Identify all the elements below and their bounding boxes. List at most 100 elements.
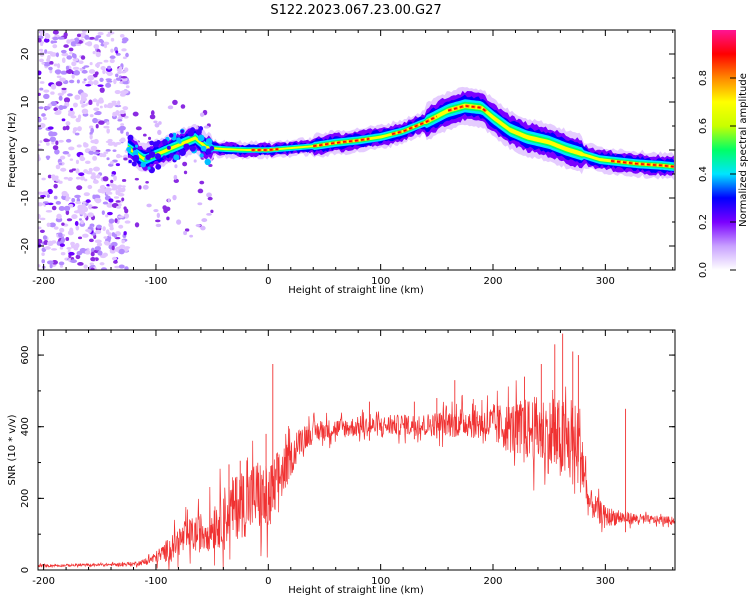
noise-speck [41, 259, 46, 264]
scatter-blob [201, 218, 208, 223]
noise-speck [107, 211, 113, 216]
noise-speck [55, 164, 61, 170]
noise-speck [65, 121, 71, 126]
noise-speck [51, 141, 55, 145]
scatter-blob [153, 209, 159, 213]
ridge-peak-segment [391, 115, 438, 135]
noise-speck [83, 65, 90, 68]
noise-speck [47, 126, 54, 130]
scatter-blob [197, 202, 203, 206]
noise-speck [43, 239, 49, 246]
chart-title: S122.2023.067.23.00.G27 [270, 3, 441, 18]
noise-speck [107, 138, 113, 142]
noise-speck [58, 180, 63, 184]
noise-speck [44, 246, 51, 250]
noise-speck [117, 116, 123, 120]
noise-speck [115, 50, 119, 54]
scatter-blob [155, 223, 162, 228]
noise-speck [74, 194, 81, 199]
noise-speck [82, 201, 87, 204]
noise-speck [50, 40, 55, 44]
snr-y-axis-label: SNR (10 * v/v) [7, 414, 18, 485]
noise-speck [97, 84, 104, 87]
noise-speck [52, 36, 59, 41]
noise-speck [81, 30, 87, 34]
ridge-blob [131, 161, 137, 167]
noise-speck [92, 194, 96, 200]
noise-speck [117, 215, 124, 219]
noise-speck [61, 190, 68, 197]
noise-speckle-layer [38, 30, 214, 270]
noise-speck [93, 79, 99, 86]
noise-speck [113, 196, 120, 199]
noise-speck [68, 169, 74, 173]
snr-y-tick-label: 400 [20, 417, 31, 436]
noise-speck [90, 257, 96, 262]
noise-speck [75, 176, 81, 180]
noise-speck [99, 152, 104, 158]
noise-speck [120, 137, 126, 142]
noise-speck [115, 163, 121, 167]
noise-speck [39, 30, 44, 36]
noise-speck [104, 187, 112, 193]
noise-speck [88, 167, 93, 172]
noise-speck [51, 248, 58, 251]
noise-speck [113, 175, 117, 181]
noise-speck [78, 60, 84, 65]
scatter-blob [146, 203, 152, 208]
ridge-blob [156, 140, 161, 145]
noise-speck [106, 33, 111, 37]
noise-speck [99, 262, 105, 266]
noise-speck [77, 204, 84, 210]
noise-speck [92, 117, 98, 124]
noise-speck [125, 85, 130, 89]
spectrogram-x-tick-label: 0 [265, 276, 271, 287]
noise-speck [116, 155, 123, 158]
snr-x-tick-label: 300 [596, 576, 615, 587]
noise-speck [69, 158, 74, 161]
noise-speck [48, 131, 55, 137]
noise-speck [61, 222, 65, 226]
scatter-blob [132, 111, 139, 117]
noise-speck [113, 233, 117, 238]
spectrogram-y-tick-label: 0 [20, 147, 31, 153]
noise-speck [109, 55, 116, 60]
snr-series-trace [38, 333, 675, 570]
noise-speck [52, 30, 59, 35]
ridge-blob [132, 154, 140, 162]
noise-speck [111, 184, 118, 189]
snr-x-tick-label: 100 [371, 576, 390, 587]
noise-speck [114, 142, 122, 145]
noise-speck [112, 149, 117, 152]
noise-speck [119, 34, 125, 38]
noise-speck [90, 145, 98, 151]
noise-speck [41, 113, 46, 117]
scatter-blob [150, 110, 155, 116]
noise-speck [74, 94, 81, 100]
noise-speck [69, 107, 74, 111]
scatter-blob [162, 205, 167, 211]
noise-speck [115, 77, 122, 81]
noise-speck [70, 41, 78, 47]
noise-speck [44, 49, 48, 54]
noise-speck [46, 142, 50, 146]
noise-speck [103, 44, 108, 49]
noise-speck [49, 263, 53, 269]
snr-x-tick-label: -100 [145, 576, 168, 587]
noise-speck [46, 155, 50, 161]
noise-speck [38, 191, 44, 195]
noise-speck [50, 91, 55, 95]
noise-speck [84, 160, 91, 164]
noise-speck [66, 55, 73, 60]
noise-speck [88, 99, 93, 106]
noise-speck [53, 107, 58, 112]
noise-speck [71, 198, 76, 203]
noise-speck [109, 58, 115, 64]
noise-speck [60, 167, 67, 172]
noise-speck [45, 139, 51, 142]
noise-speck [82, 233, 89, 238]
ridge-blob [205, 138, 213, 145]
noise-speck [78, 172, 85, 177]
noise-speck [39, 81, 45, 84]
